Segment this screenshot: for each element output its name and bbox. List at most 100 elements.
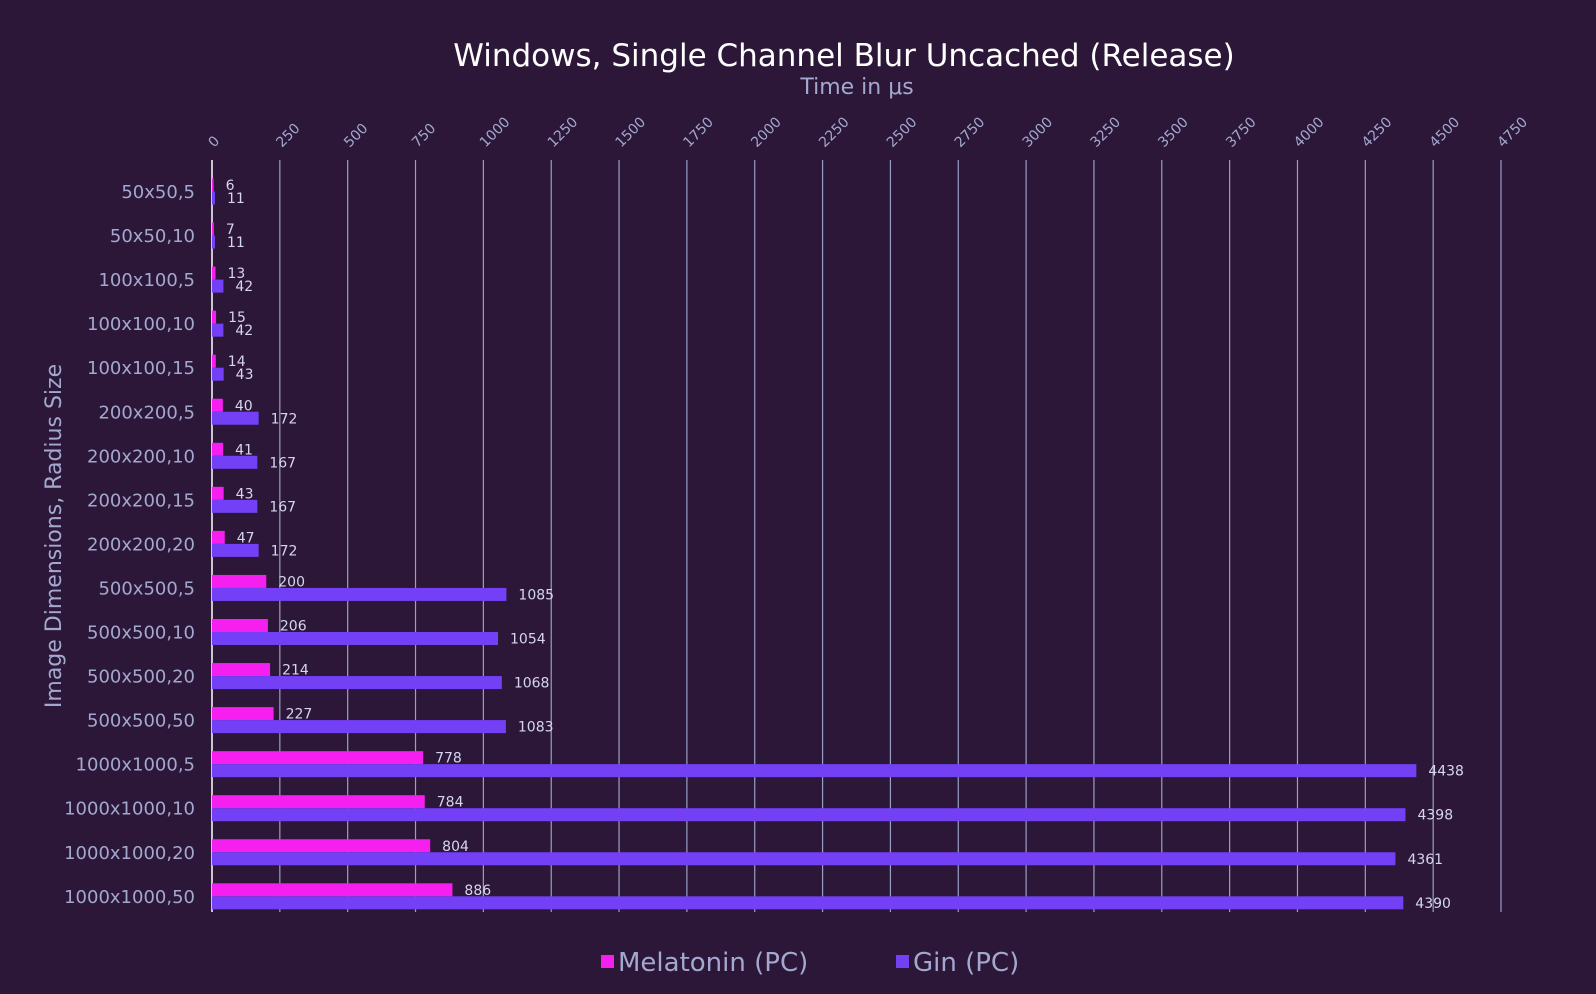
data-label-gin: 11 xyxy=(227,235,245,251)
data-label-gin: 11 xyxy=(227,191,245,207)
data-label-gin: 167 xyxy=(269,499,296,515)
category-label: 500x500,50 xyxy=(87,711,195,732)
data-label-melatonin: 41 xyxy=(235,442,253,458)
bar-gin xyxy=(212,587,507,601)
category-label: 500x500,5 xyxy=(98,578,195,599)
category-label: 50x50,5 xyxy=(121,182,195,203)
x-tick-label-250: 250 xyxy=(273,121,303,151)
category-labels: 50x50,5 50x50,10 100x100,5 100x100,10 100x10… xyxy=(64,182,195,908)
category-label: 100x100,5 xyxy=(98,270,195,291)
data-label-gin: 42 xyxy=(235,279,253,295)
data-label-gin: 172 xyxy=(271,543,298,559)
legend-label-gin: Gin (PC) xyxy=(913,948,1019,978)
bar-gin xyxy=(212,411,259,425)
bar-gin xyxy=(212,279,224,293)
x-tick-label-500: 500 xyxy=(341,121,371,151)
x-tick-label-4500: 4500 xyxy=(1427,114,1464,151)
data-label-gin: 1068 xyxy=(514,676,550,692)
category-label: 50x50,10 xyxy=(110,226,195,247)
category-label: 1000x1000,10 xyxy=(64,799,195,820)
bar-melatonin xyxy=(212,178,214,192)
x-tick-label-3000: 3000 xyxy=(1020,114,1057,151)
bar-melatonin xyxy=(212,795,425,809)
x-tick-label-750: 750 xyxy=(409,121,439,151)
data-label-melatonin: 214 xyxy=(282,663,309,679)
bar-gin xyxy=(212,191,215,205)
data-label-melatonin: 227 xyxy=(286,707,313,723)
bar-gin xyxy=(212,896,1404,910)
bar-melatonin xyxy=(212,574,267,588)
category-label: 500x500,10 xyxy=(87,623,195,644)
x-tick-label-1750: 1750 xyxy=(680,114,717,151)
bar-melatonin xyxy=(212,883,453,897)
x-tick-label-1500: 1500 xyxy=(613,114,650,151)
bar-gin xyxy=(212,235,215,249)
data-labels: 6117111342154214434017241167431674717220… xyxy=(226,178,1464,912)
data-label-gin: 4398 xyxy=(1417,808,1453,824)
category-label: 100x100,15 xyxy=(87,358,195,379)
bar-melatonin xyxy=(212,266,216,280)
bar-gin xyxy=(212,808,1406,822)
bar-gin xyxy=(212,455,258,469)
data-label-melatonin: 40 xyxy=(235,398,253,414)
data-label-gin: 43 xyxy=(236,367,254,383)
data-label-melatonin: 200 xyxy=(278,574,305,590)
data-label-gin: 1085 xyxy=(518,587,554,603)
category-label: 100x100,10 xyxy=(87,314,195,335)
bar-gin xyxy=(212,543,259,557)
x-tick-label-0: 0 xyxy=(206,133,224,151)
data-label-melatonin: 47 xyxy=(237,530,255,546)
legend: Melatonin (PC) Gin (PC) xyxy=(601,948,1019,978)
bar-melatonin xyxy=(212,707,274,721)
data-label-melatonin: 7 xyxy=(226,222,235,238)
x-axis-label: Time in μs xyxy=(799,75,913,100)
legend-label-melatonin: Melatonin (PC) xyxy=(618,948,808,978)
data-label-melatonin: 43 xyxy=(236,486,254,502)
x-tick-label-2500: 2500 xyxy=(884,114,921,151)
data-label-melatonin: 784 xyxy=(437,795,464,811)
data-label-melatonin: 886 xyxy=(464,883,491,899)
legend-swatch-gin xyxy=(896,955,909,968)
bar-melatonin xyxy=(212,442,224,456)
x-tick-label-1250: 1250 xyxy=(545,114,582,151)
x-tick-label-2250: 2250 xyxy=(816,114,853,151)
data-label-gin: 4390 xyxy=(1415,896,1451,912)
category-label: 200x200,15 xyxy=(87,490,195,511)
data-label-gin: 42 xyxy=(235,323,253,339)
category-label: 200x200,10 xyxy=(87,446,195,467)
data-label-melatonin: 15 xyxy=(228,310,246,326)
x-tick-labels: 0 250 500 750 1000 1250 1500 1750 2000 2250 2500 27… xyxy=(206,114,1532,151)
x-tick-label-1000: 1000 xyxy=(477,114,514,151)
data-label-gin: 1054 xyxy=(510,632,546,648)
bar-gin xyxy=(212,323,224,337)
x-tick-label-3500: 3500 xyxy=(1155,114,1192,151)
data-label-gin: 4438 xyxy=(1428,764,1464,780)
data-label-melatonin: 206 xyxy=(280,619,307,635)
data-label-gin: 1083 xyxy=(518,720,554,736)
data-label-gin: 167 xyxy=(269,455,296,471)
gridlines xyxy=(211,160,1502,912)
bar-gin xyxy=(212,367,224,381)
x-tick-label-2750: 2750 xyxy=(952,114,989,151)
bar-gin xyxy=(212,852,1396,866)
x-tick-label-3250: 3250 xyxy=(1087,114,1124,151)
y-axis-label: Image Dimensions, Radius Size xyxy=(42,364,67,708)
bar-gin xyxy=(212,720,506,734)
bars xyxy=(212,178,1417,910)
bar-gin xyxy=(212,764,1417,778)
data-label-melatonin: 804 xyxy=(442,839,469,855)
x-tick-label-4250: 4250 xyxy=(1359,114,1396,151)
bar-melatonin xyxy=(212,530,225,544)
x-tick-label-3750: 3750 xyxy=(1223,114,1260,151)
bar-melatonin xyxy=(212,619,268,632)
category-label: 500x500,20 xyxy=(87,667,195,688)
category-label: 200x200,5 xyxy=(98,402,195,423)
x-tick-label-2000: 2000 xyxy=(748,114,785,151)
bar-melatonin xyxy=(212,398,223,412)
legend-swatch-melatonin xyxy=(601,955,614,968)
bar-melatonin xyxy=(212,222,214,236)
category-label: 1000x1000,5 xyxy=(76,755,195,776)
chart-title: Windows, Single Channel Blur Uncached (R… xyxy=(453,38,1234,74)
bar-gin xyxy=(212,499,258,513)
